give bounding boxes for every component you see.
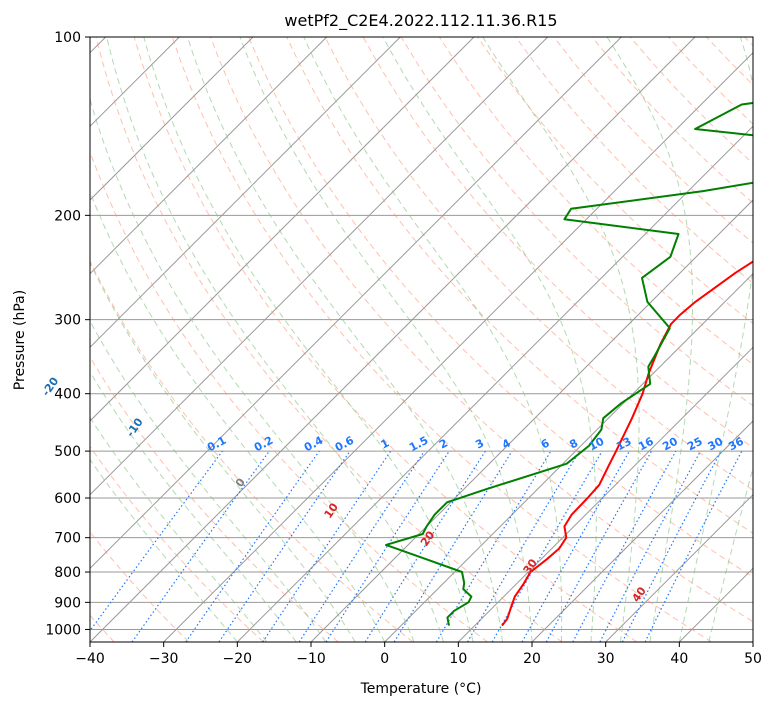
grid-lines	[90, 37, 753, 642]
mixing-ratio-line-5	[298, 450, 425, 642]
temperature-profile-line	[501, 260, 753, 627]
mixing-ratio-label-13: 16	[636, 435, 656, 454]
moist-adiabat--8	[90, 320, 327, 642]
y-tick-label-8: 200	[54, 208, 81, 224]
skewt-guide-lines	[90, 37, 753, 642]
isotherm-30	[605, 493, 753, 642]
dry-adiabat-0	[90, 259, 414, 642]
moist-adiabat-40	[678, 37, 753, 642]
mixing-ratio-line-2	[185, 450, 320, 642]
x-tick-label-1: −30	[149, 651, 179, 667]
mixing-ratio-label-16: 30	[706, 435, 726, 454]
y-tick-label-1: 900	[54, 595, 81, 611]
x-tick-label-8: 40	[670, 651, 688, 667]
isotherm--50	[90, 37, 622, 570]
mixing-ratio-line-6	[325, 450, 450, 642]
isotherm-10	[457, 346, 753, 642]
dry-adiabat-20	[95, 37, 563, 642]
dry-adiabat-30	[133, 37, 638, 642]
isotherm--20	[236, 125, 753, 642]
x-axis-title: Temperature (°C)	[360, 681, 482, 697]
moist-adiabat-8	[106, 37, 445, 642]
chart-title: wetPf2_C2E4.2022.112.11.36.R15	[284, 11, 557, 31]
x-tick-label-9: 50	[744, 651, 762, 667]
mixing-ratio-label-12: 13	[614, 435, 634, 454]
dry-adiabat-40	[171, 37, 712, 642]
y-tick-label-6: 400	[54, 387, 81, 403]
moist-adiabat--20	[90, 458, 238, 642]
mixing-ratio-line-14	[572, 450, 677, 642]
dewpoint-profile-line	[385, 101, 753, 626]
dry-adiabat-60	[248, 37, 753, 578]
dry-adiabat--10	[90, 356, 339, 642]
moist-adiabat-32	[482, 37, 640, 642]
sounding-profiles	[385, 101, 753, 627]
moist-adiabat-4	[90, 97, 415, 642]
moist-adiabat-16	[187, 37, 503, 642]
y-axis-title: Pressure (hPa)	[12, 290, 28, 390]
x-tick-label-6: 20	[523, 651, 541, 667]
dry-adiabat-70	[286, 37, 753, 534]
moist-adiabat-24	[303, 37, 563, 642]
x-tick-label-7: 30	[597, 651, 615, 667]
mixing-ratio-label-17: 36	[726, 435, 746, 454]
mixing-ratio-line-13	[545, 450, 653, 642]
x-tick-label-0: −40	[75, 651, 105, 667]
isotherm--30	[163, 51, 753, 642]
x-tick-label-3: −10	[296, 651, 326, 667]
mixing-ratio-line-12	[521, 450, 631, 642]
isotherm--70	[90, 37, 475, 422]
moist-adiabat--4	[90, 261, 356, 642]
isotherm-0	[384, 272, 753, 642]
mixing-ratio-line-8	[393, 450, 513, 642]
isotherm--60	[90, 37, 549, 496]
dry-adiabat-130	[515, 37, 753, 284]
x-tick-label-4: 0	[380, 651, 389, 667]
isotherm--100	[90, 37, 254, 201]
moist-adiabat-28	[382, 37, 597, 642]
x-tick-label-5: 10	[449, 651, 467, 667]
y-tick-label-7: 300	[54, 313, 81, 329]
moist-adiabat--12	[90, 370, 297, 642]
mixing-ratio-label-14: 20	[660, 435, 680, 454]
dry-adiabat-80	[324, 37, 753, 491]
mixing-ratio-line-1	[131, 450, 270, 642]
y-tick-label-9: 100	[54, 30, 81, 46]
mixing-ratio-label-15: 25	[685, 435, 705, 454]
moist-adiabat-20	[239, 37, 533, 642]
mixing-ratio-line-3	[218, 450, 351, 642]
y-axis-ticks: 1000 900 800 700 600 500 400 300 200 100	[45, 30, 90, 638]
mixing-ratio-line-4	[262, 450, 392, 642]
x-tick-label-2: −20	[223, 651, 253, 667]
moist-adiabat-12	[143, 37, 474, 642]
isotherm--40	[90, 37, 696, 642]
plot-frame	[89, 36, 754, 643]
dry-adiabat-50	[210, 37, 753, 623]
dry-adiabat--20	[90, 445, 264, 642]
y-tick-label-3: 700	[54, 531, 81, 547]
y-tick-label-2: 800	[54, 565, 81, 581]
moist-adiabat-44	[708, 465, 753, 642]
moist-adiabat--16	[90, 416, 268, 642]
mixing-ratio-line-17	[644, 450, 743, 642]
isotherm--90	[90, 37, 328, 275]
y-tick-label-0: 1000	[45, 622, 81, 638]
y-tick-label-5: 500	[54, 444, 81, 460]
mixing-ratio-label-11: 10	[587, 435, 607, 454]
isotherm-20	[531, 420, 753, 642]
moist-adiabat-0	[90, 190, 386, 642]
moist-adiabat-36	[606, 37, 694, 642]
x-axis-ticks: −40 −30 −20 −10 0 10 20 30 40 50	[75, 642, 762, 667]
isotherm--80	[90, 37, 401, 349]
mixing-ratio-line-0	[90, 450, 223, 632]
y-tick-label-4: 600	[54, 491, 81, 507]
